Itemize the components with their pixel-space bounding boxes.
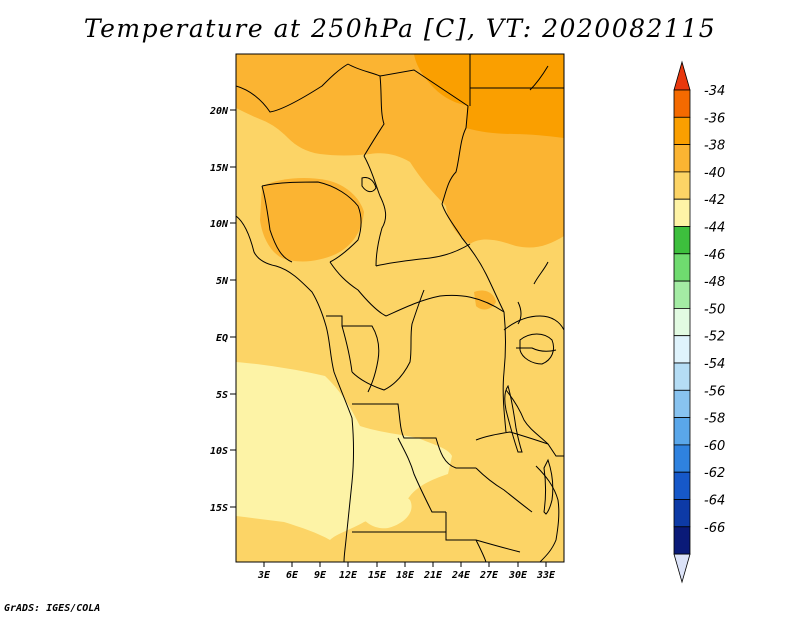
colorbar-segment: [673, 471, 691, 500]
temperature-band-m42-east: [358, 484, 412, 529]
y-tick-label: 5N: [216, 276, 229, 287]
latitude-axis: 20N 15N 10N 5N EQ 5S 10S 15S: [209, 106, 236, 514]
x-tick-label: 9E: [314, 570, 327, 581]
y-tick-label: 5S: [216, 390, 228, 401]
lake-malawi: [543, 458, 554, 515]
x-tick-label: 6E: [286, 570, 299, 581]
colorbar-label: -42: [704, 193, 725, 208]
colorbar-segment: [673, 499, 691, 528]
colorbar-label: -62: [704, 466, 725, 481]
colorbar-label: -60: [704, 439, 725, 454]
colorbar-label: -56: [704, 384, 725, 399]
lake-tanganyika: [504, 384, 523, 453]
map-frame: [235, 53, 565, 563]
x-tick-label: 33E: [536, 570, 556, 581]
colorbar-bottom-arrow: [673, 553, 691, 584]
y-tick-label: 10S: [210, 446, 228, 457]
temperature-band-m36-north: [414, 54, 470, 106]
lakes: [361, 65, 555, 515]
y-tick-label: 15S: [210, 503, 228, 514]
colorbar-segment: [673, 226, 691, 255]
colorbar-segment: [673, 280, 691, 309]
colorbar-label: -64: [704, 494, 725, 509]
colorbar-label: -66: [704, 521, 725, 536]
y-tick-label: 15N: [210, 163, 229, 174]
colorbar-label: -44: [704, 221, 725, 236]
colorbar-label: -46: [704, 248, 725, 263]
footer-credit: GrADS: IGES/COLA: [4, 603, 101, 614]
colorbar-label: -48: [704, 275, 725, 290]
colorbar-label: -34: [704, 84, 725, 99]
x-tick-label: 15E: [368, 570, 387, 581]
colorbar-label: -36: [704, 111, 725, 126]
colorbar-segment: [673, 362, 691, 391]
colorbar-segment: [673, 144, 691, 173]
colorbar-segment: [673, 389, 691, 418]
colorbar-label: -58: [704, 412, 725, 427]
lake-chad: [361, 177, 377, 193]
colorbar-segment: [673, 444, 691, 473]
x-tick-label: 27E: [479, 570, 499, 581]
colorbar-segment: [673, 198, 691, 227]
temperature-band-m38-west: [260, 178, 364, 262]
map-area: [236, 54, 564, 562]
map-title: Temperature at 250hPa [C], VT: 202008211…: [83, 14, 717, 43]
colorbar-segment: [673, 116, 691, 146]
x-tick-label: 18E: [396, 570, 415, 581]
colorbar-label: -54: [704, 357, 725, 372]
colorbar-segment: [673, 307, 691, 337]
colorbar-label: -40: [704, 166, 725, 181]
y-tick-label: 20N: [209, 106, 229, 117]
temperature-band-m36: [466, 54, 564, 138]
colorbar-segment: [673, 417, 691, 446]
longitude-axis: 3E 6E 9E 12E 15E 18E 21E 24E 27E 30E 33E: [257, 562, 556, 581]
x-tick-label: 12E: [339, 570, 358, 581]
colorbar-top-arrow: [673, 60, 691, 91]
y-tick-label: EQ: [216, 333, 228, 344]
lake-albert: [517, 301, 522, 325]
lake-victoria: [519, 333, 555, 365]
colorbar-segment: [673, 335, 691, 364]
colorbar-segment: [673, 171, 691, 200]
x-tick-label: 30E: [508, 570, 528, 581]
colorbar: -34 -36 -38 -40 -42 -44 -46 -48 -50 -52 -54 -56 -58 -…: [673, 60, 725, 584]
colorbar-label: -52: [704, 330, 725, 345]
colorbar-label: -50: [704, 302, 725, 317]
colorbar-segment: [673, 89, 691, 118]
y-tick-label: 10N: [210, 219, 229, 230]
x-tick-label: 3E: [257, 570, 271, 581]
colorbar-segment: [673, 526, 691, 555]
x-tick-label: 24E: [451, 570, 471, 581]
country-borders: [236, 54, 564, 562]
x-tick-label: 21E: [423, 570, 443, 581]
colorbar-label: -38: [704, 139, 725, 154]
colorbar-segment: [673, 253, 691, 282]
